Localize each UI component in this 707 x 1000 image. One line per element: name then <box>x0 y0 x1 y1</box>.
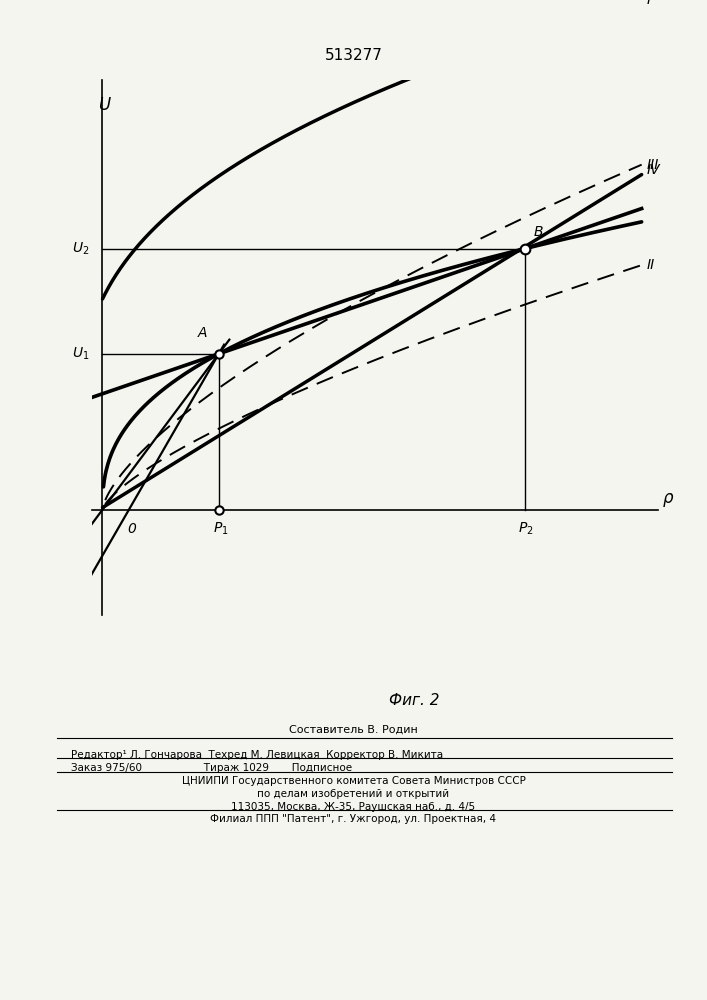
Text: Фиг. 2: Фиг. 2 <box>389 693 440 708</box>
Text: $U_2$: $U_2$ <box>72 240 89 257</box>
Text: по делам изобретений и открытий: по делам изобретений и открытий <box>257 789 450 799</box>
Text: II: II <box>647 258 655 272</box>
Text: 0: 0 <box>127 522 136 536</box>
Text: ЦНИИПИ Государственного комитета Совета Министров СССР: ЦНИИПИ Государственного комитета Совета … <box>182 776 525 786</box>
Text: 113035, Москва, Ж-35, Раушская наб., д. 4/5: 113035, Москва, Ж-35, Раушская наб., д. … <box>231 802 476 812</box>
Text: $P_1$: $P_1$ <box>213 521 228 537</box>
Text: A: A <box>198 326 208 340</box>
Text: $U_1$: $U_1$ <box>72 346 89 362</box>
Text: IV: IV <box>647 163 660 177</box>
Text: I: I <box>647 0 651 7</box>
Text: 513277: 513277 <box>325 48 382 63</box>
Text: $P_2$: $P_2$ <box>518 521 533 537</box>
Text: ρ: ρ <box>663 489 674 507</box>
Text: Составитель В. Родин: Составитель В. Родин <box>289 725 418 735</box>
Text: Заказ 975/60                   Тираж 1029       Подписное: Заказ 975/60 Тираж 1029 Подписное <box>71 763 352 773</box>
Text: U: U <box>98 96 110 114</box>
Text: Редактор¹ Л. Гончарова  Техред М. Левицкая  Корректор В. Микита: Редактор¹ Л. Гончарова Техред М. Левицка… <box>71 750 443 760</box>
Text: Филиал ППП "Патент", г. Ужгород, ул. Проектная, 4: Филиал ППП "Патент", г. Ужгород, ул. Про… <box>211 814 496 824</box>
Text: B: B <box>533 225 543 239</box>
Text: III: III <box>647 158 660 172</box>
